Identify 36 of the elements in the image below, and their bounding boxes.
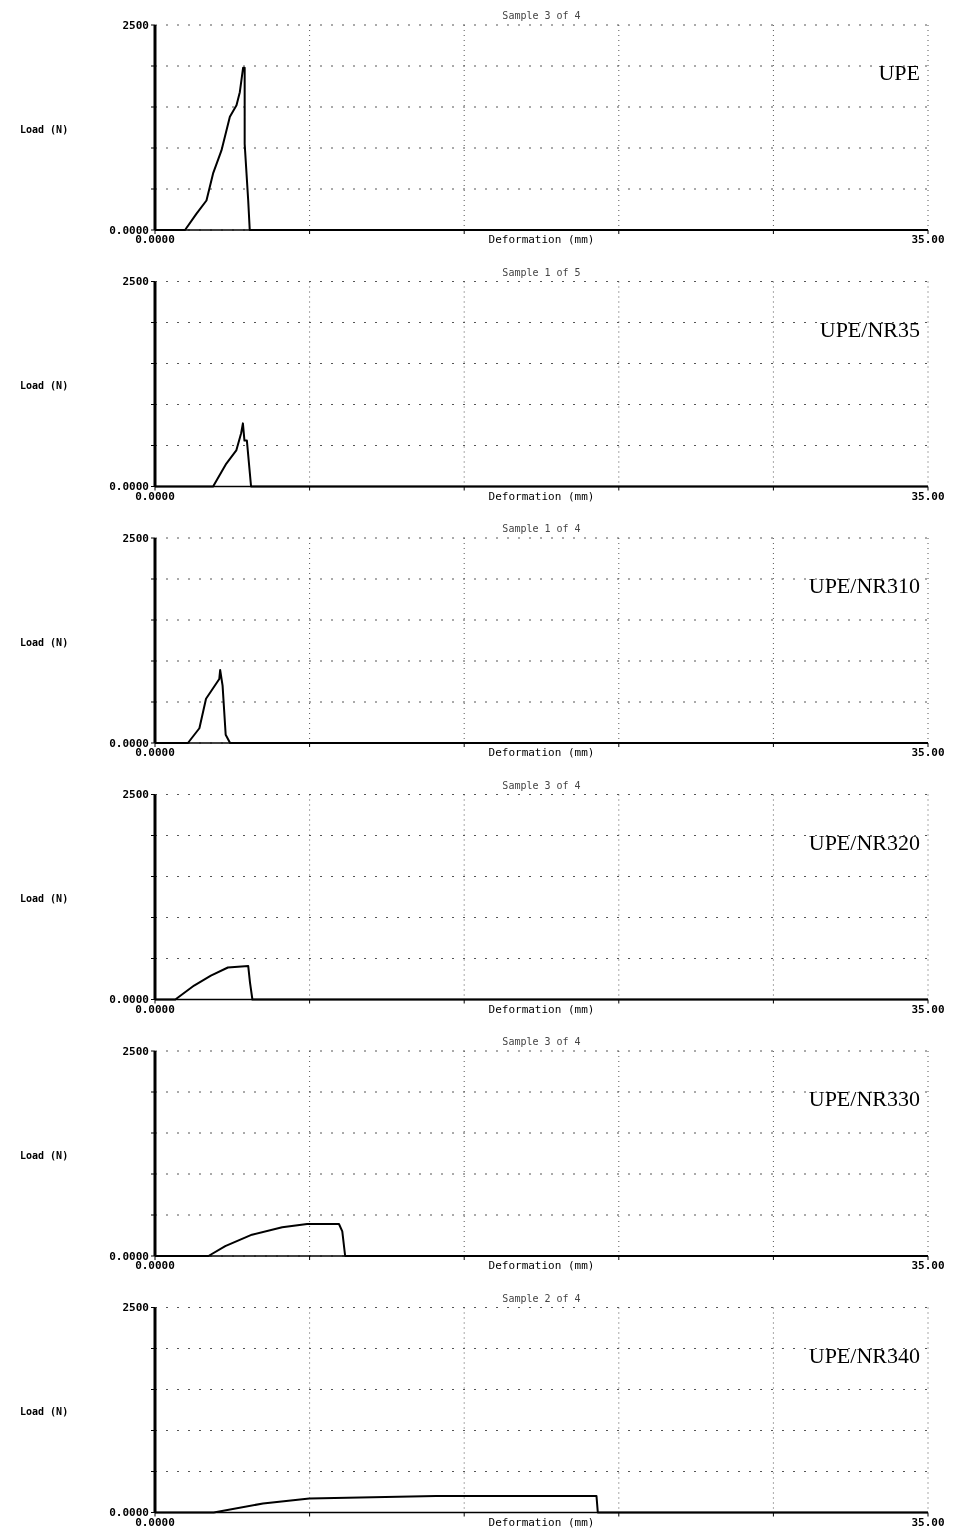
chart-title: Sample 3 of 4 (502, 10, 581, 21)
annotation: UPE/NR330 (808, 1086, 920, 1111)
annotation: UPE/NR320 (808, 829, 920, 855)
y-tick-label: 2500 (122, 1044, 149, 1058)
x-axis-title: Deformation (mm) (488, 489, 595, 503)
chart-title: Sample 3 of 4 (502, 1036, 581, 1047)
chart-title: Sample 1 of 5 (502, 266, 581, 278)
y-axis-title: Load (N) (20, 636, 69, 648)
x-axis-title: Deformation (mm) (488, 233, 595, 246)
y-axis-title: Load (N) (20, 1406, 69, 1417)
y-tick-label: 2500 (122, 18, 149, 32)
annotation: UPE (878, 60, 920, 85)
y-axis-title: Load (N) (20, 123, 69, 135)
x-axis-title: Deformation (mm) (488, 1515, 595, 1529)
y-tick-label: 2500 (122, 275, 149, 289)
y-axis-title: Load (N) (20, 380, 69, 391)
y-axis-title: Load (N) (20, 893, 69, 904)
x-tick-label: 35.00 (911, 489, 945, 503)
y-tick-label: 2500 (122, 788, 149, 802)
y-tick-label: 2500 (122, 1301, 149, 1315)
x-axis-title: Deformation (mm) (488, 1259, 595, 1272)
chart-title: Sample 1 of 4 (502, 523, 581, 534)
x-tick-label: 35.00 (911, 746, 945, 759)
x-tick-label: 35.00 (911, 1002, 945, 1016)
annotation: UPE/NR35 (819, 316, 920, 342)
x-tick-label: 35.00 (911, 1515, 945, 1529)
chart-title: Sample 2 of 4 (502, 1292, 581, 1304)
y-axis-title: Load (N) (20, 1149, 69, 1161)
x-tick-label: 35.00 (911, 1259, 945, 1272)
annotation: UPE/NR310 (808, 573, 920, 598)
annotation: UPE/NR340 (808, 1342, 920, 1368)
x-axis-title: Deformation (mm) (488, 746, 595, 759)
y-tick-label: 2500 (122, 531, 149, 545)
x-tick-label: 35.00 (911, 233, 945, 246)
chart-title: Sample 3 of 4 (502, 779, 581, 791)
x-axis-title: Deformation (mm) (488, 1002, 595, 1016)
